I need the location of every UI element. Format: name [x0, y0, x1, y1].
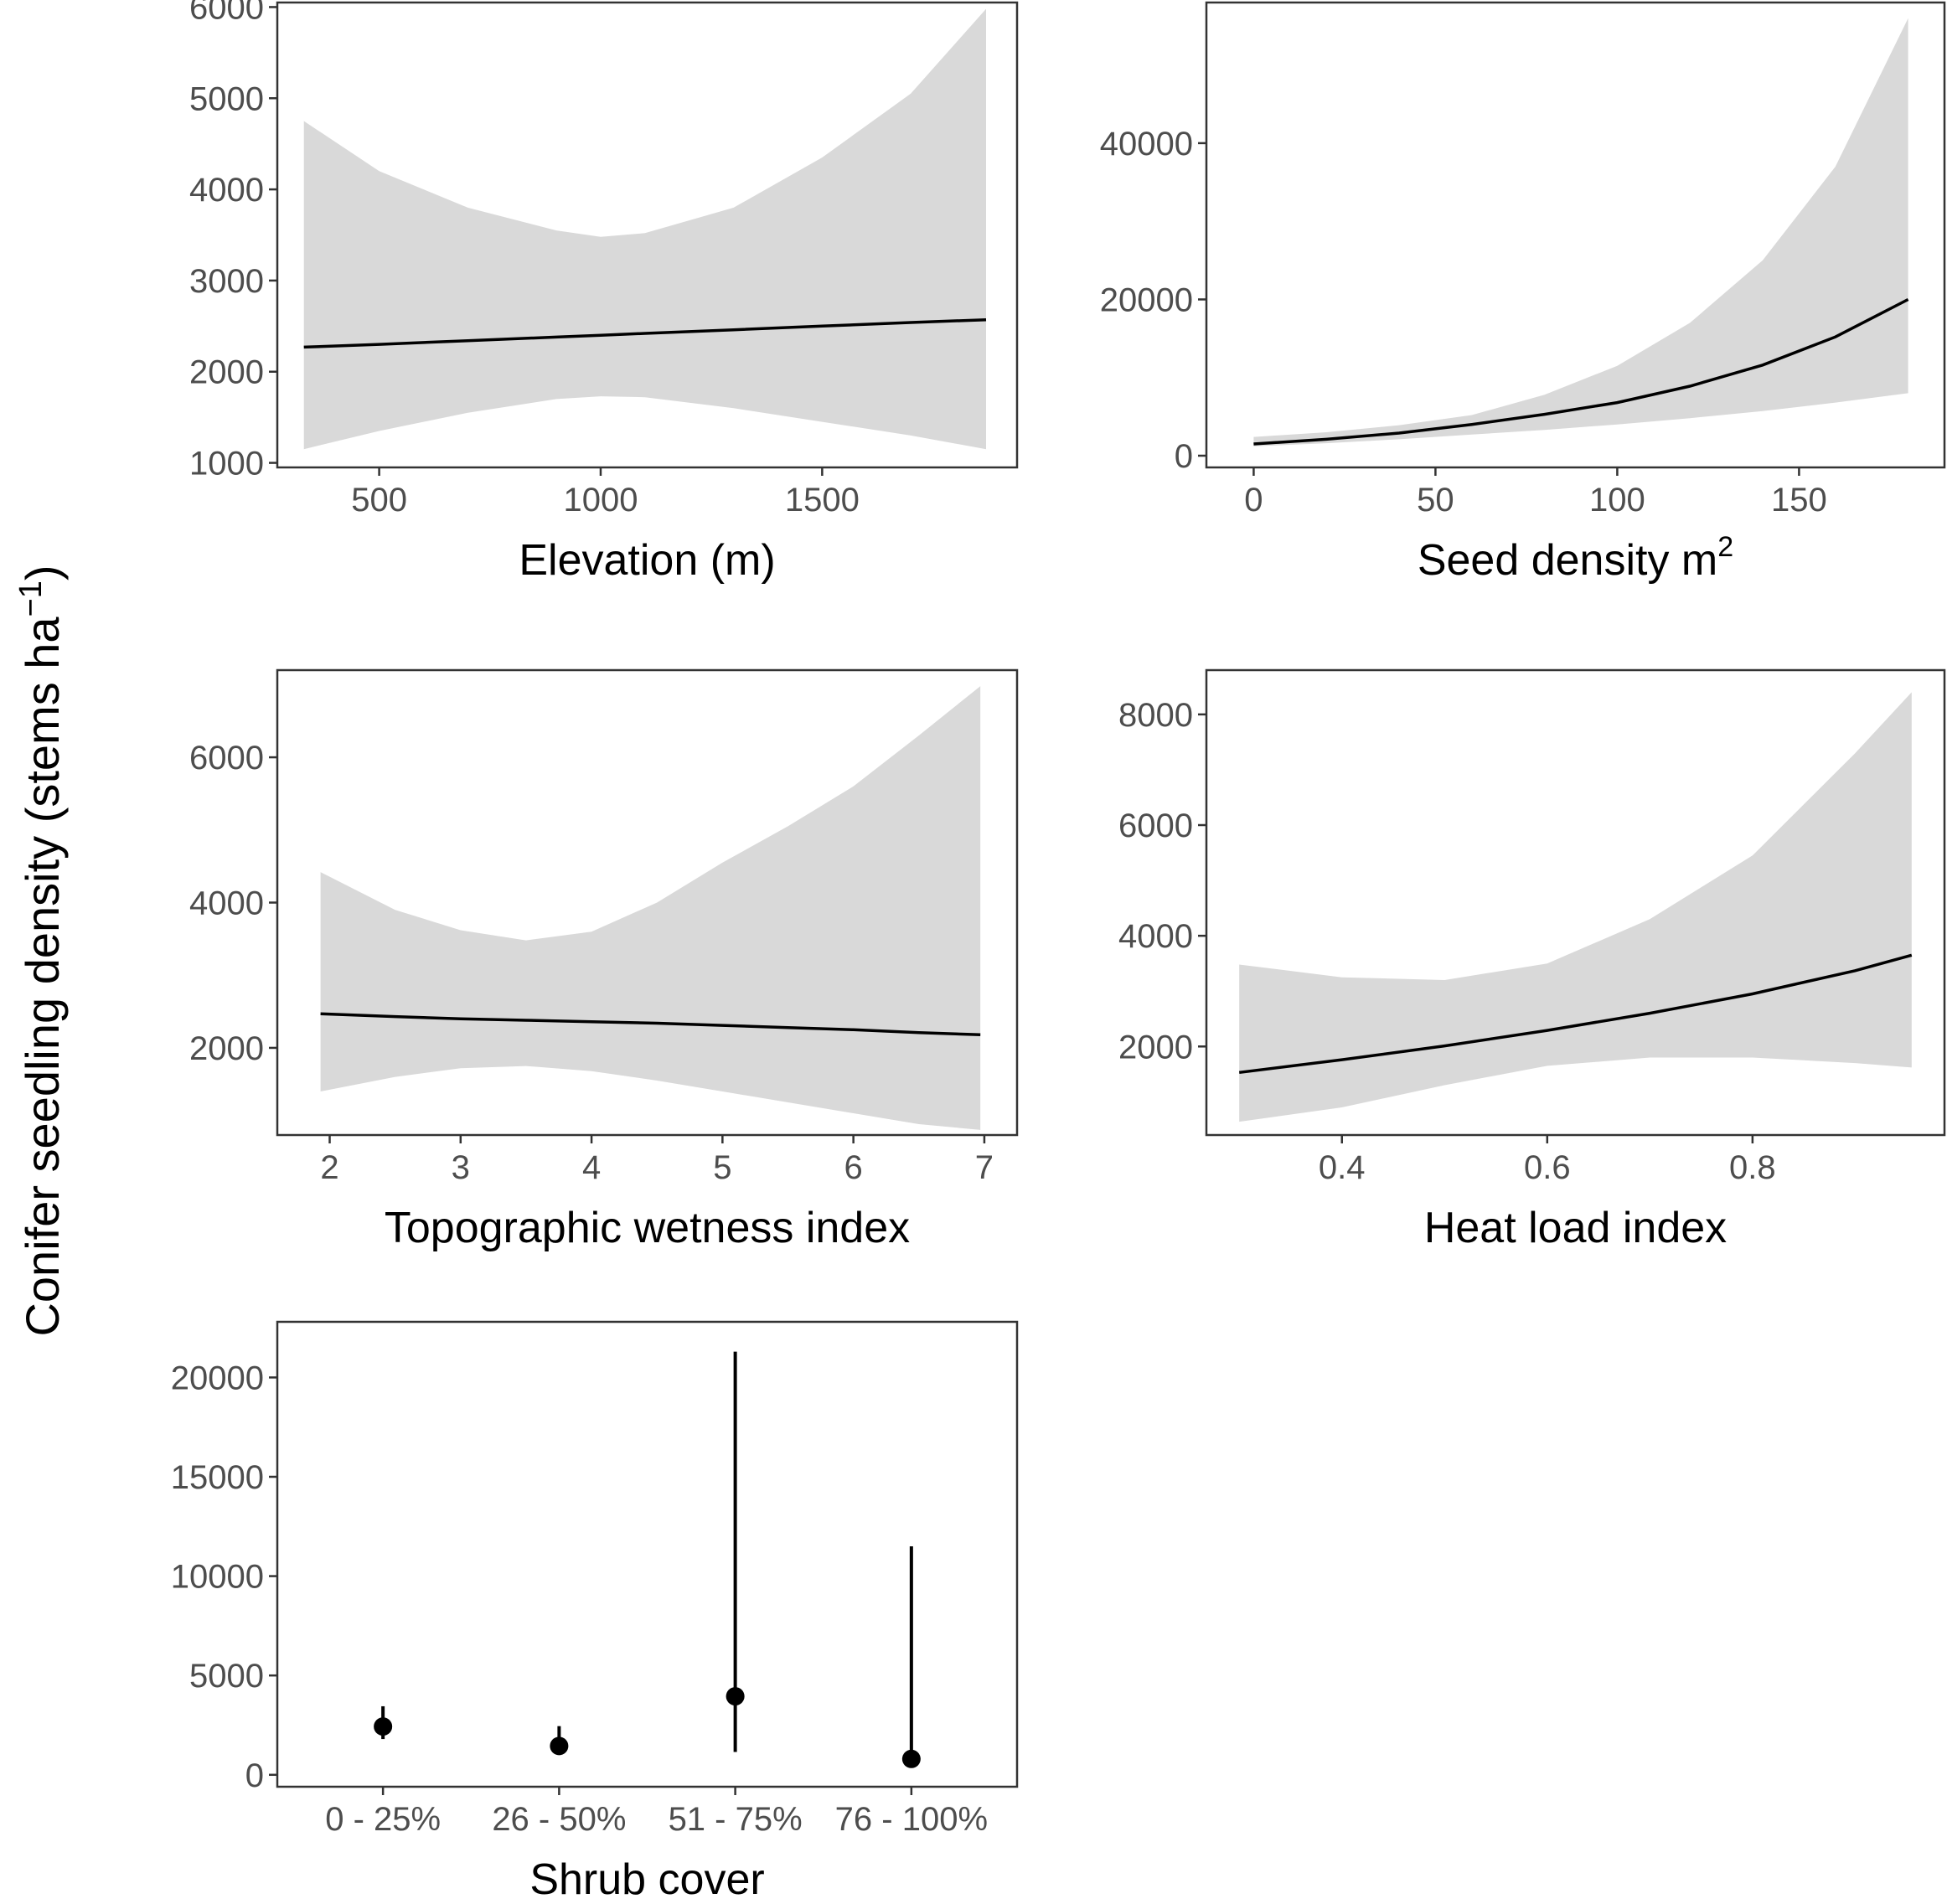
x-tick-label: 51 - 75%	[669, 1801, 803, 1838]
panel-shrub-cover: 0 5000 10000 15000 20000 0 - 25% 26 - 50% 51 - …	[171, 1320, 1019, 1904]
elevation-ribbon	[303, 8, 986, 450]
x-tick-label: 2	[320, 1149, 338, 1186]
shrub_cover-x-axis-title: Shrub cover	[529, 1855, 764, 1904]
x-tick-label: 500	[351, 482, 407, 519]
point-1	[374, 1717, 393, 1736]
hli-ribbon	[1239, 692, 1912, 1122]
point-4	[901, 1749, 921, 1768]
x-tick-label: 4	[582, 1149, 601, 1186]
shrub_cover-frame	[276, 1320, 1019, 1788]
x-axis-title-text: Heat load index	[1424, 1204, 1727, 1252]
x-tick-label: 76 - 100%	[835, 1801, 988, 1838]
hli-x-axis-title: Heat load index	[1424, 1204, 1727, 1252]
x-tick-label: 26 - 50%	[492, 1801, 626, 1838]
x-tick-label: 7	[975, 1149, 994, 1186]
x-axis-title-sup: 2	[1717, 531, 1733, 563]
y-tick-label: 2000	[189, 354, 264, 391]
seed_density-ribbon	[1253, 18, 1908, 446]
y-axis-title: Conifer seedling density (stems ha−1)	[13, 565, 69, 1336]
y-tick-label: 6000	[1118, 808, 1193, 844]
y-tick-label: 4000	[1118, 918, 1193, 955]
x-tick-label: 100	[1589, 482, 1645, 519]
x-axis-title-text: Shrub cover	[529, 1855, 764, 1904]
y-tick-label: 5000	[189, 80, 264, 117]
hli-fit-line	[1238, 953, 1913, 1075]
y-axis-title-close: )	[16, 565, 69, 580]
x-axis-title-text: Seed density m	[1418, 536, 1717, 585]
x-tick-label: 50	[1417, 482, 1454, 519]
twi-fit-line	[320, 1012, 981, 1037]
y-tick-label: 4000	[189, 885, 264, 922]
y-tick-label: 10000	[171, 1559, 264, 1596]
y-tick-label: 3000	[189, 263, 264, 300]
y-tick-label: 20000	[1100, 281, 1193, 318]
x-tick-label: 5	[713, 1149, 731, 1186]
elevation-fit-line	[303, 317, 987, 349]
x-axis-title-text: Elevation (m)	[519, 536, 775, 585]
x-tick-label: 0.6	[1524, 1149, 1571, 1186]
x-tick-label: 1000	[563, 482, 638, 519]
x-tick-label: 1500	[785, 482, 860, 519]
twi-ribbon	[320, 686, 981, 1130]
panel-topographic-wetness: 2000 4000 6000 2 3 4 5 6 7 Topographic wetness in…	[189, 668, 1019, 1252]
elevation-x-axis-title: Elevation (m)	[519, 536, 775, 585]
y-tick-label: 40000	[1100, 126, 1193, 163]
x-tick-label: 0.4	[1319, 1149, 1366, 1186]
y-axis-title-main: Conifer seedling density (stems ha	[16, 617, 69, 1337]
y-tick-label: 1000	[189, 446, 264, 482]
x-tick-label: 3	[452, 1149, 470, 1186]
y-tick-label: 6000	[189, 0, 264, 26]
panel-elevation: 1000 2000 3000 4000 5000 6000 500 1000 1500 Eleva…	[189, 0, 1019, 585]
x-axis-title-text: Topographic wetness index	[385, 1204, 910, 1252]
y-tick-label: 6000	[189, 740, 264, 777]
x-tick-label: 0	[1244, 482, 1263, 519]
y-tick-label: 0	[1175, 438, 1193, 475]
x-tick-label: 0.8	[1729, 1149, 1776, 1186]
seed_density-fit-line	[1253, 297, 1909, 446]
x-tick-label: 6	[844, 1149, 863, 1186]
seed_density-frame	[1205, 1, 1946, 469]
hli-frame	[1205, 668, 1946, 1137]
y-axis-title-sup: −1	[13, 580, 49, 617]
point-2	[550, 1736, 569, 1756]
y-tick-label: 2000	[1118, 1029, 1193, 1066]
y-tick-label: 0	[245, 1757, 264, 1794]
elevation-frame	[276, 1, 1019, 469]
panel-seed-density: 0 20000 40000 0 50 100 150 Seed density m2	[1100, 1, 1946, 585]
y-tick-label: 2000	[189, 1030, 264, 1067]
point-3	[726, 1687, 745, 1706]
y-tick-label: 8000	[1118, 697, 1193, 734]
x-tick-label: 150	[1771, 482, 1827, 519]
y-tick-label: 4000	[189, 172, 264, 209]
y-tick-label: 5000	[189, 1658, 264, 1695]
x-tick-label: 0 - 25%	[325, 1801, 441, 1838]
y-tick-label: 20000	[171, 1360, 264, 1396]
twi-x-axis-title: Topographic wetness index	[385, 1204, 910, 1252]
seed_density-x-axis-title: Seed density m2	[1418, 531, 1733, 585]
y-tick-label: 15000	[171, 1459, 264, 1496]
